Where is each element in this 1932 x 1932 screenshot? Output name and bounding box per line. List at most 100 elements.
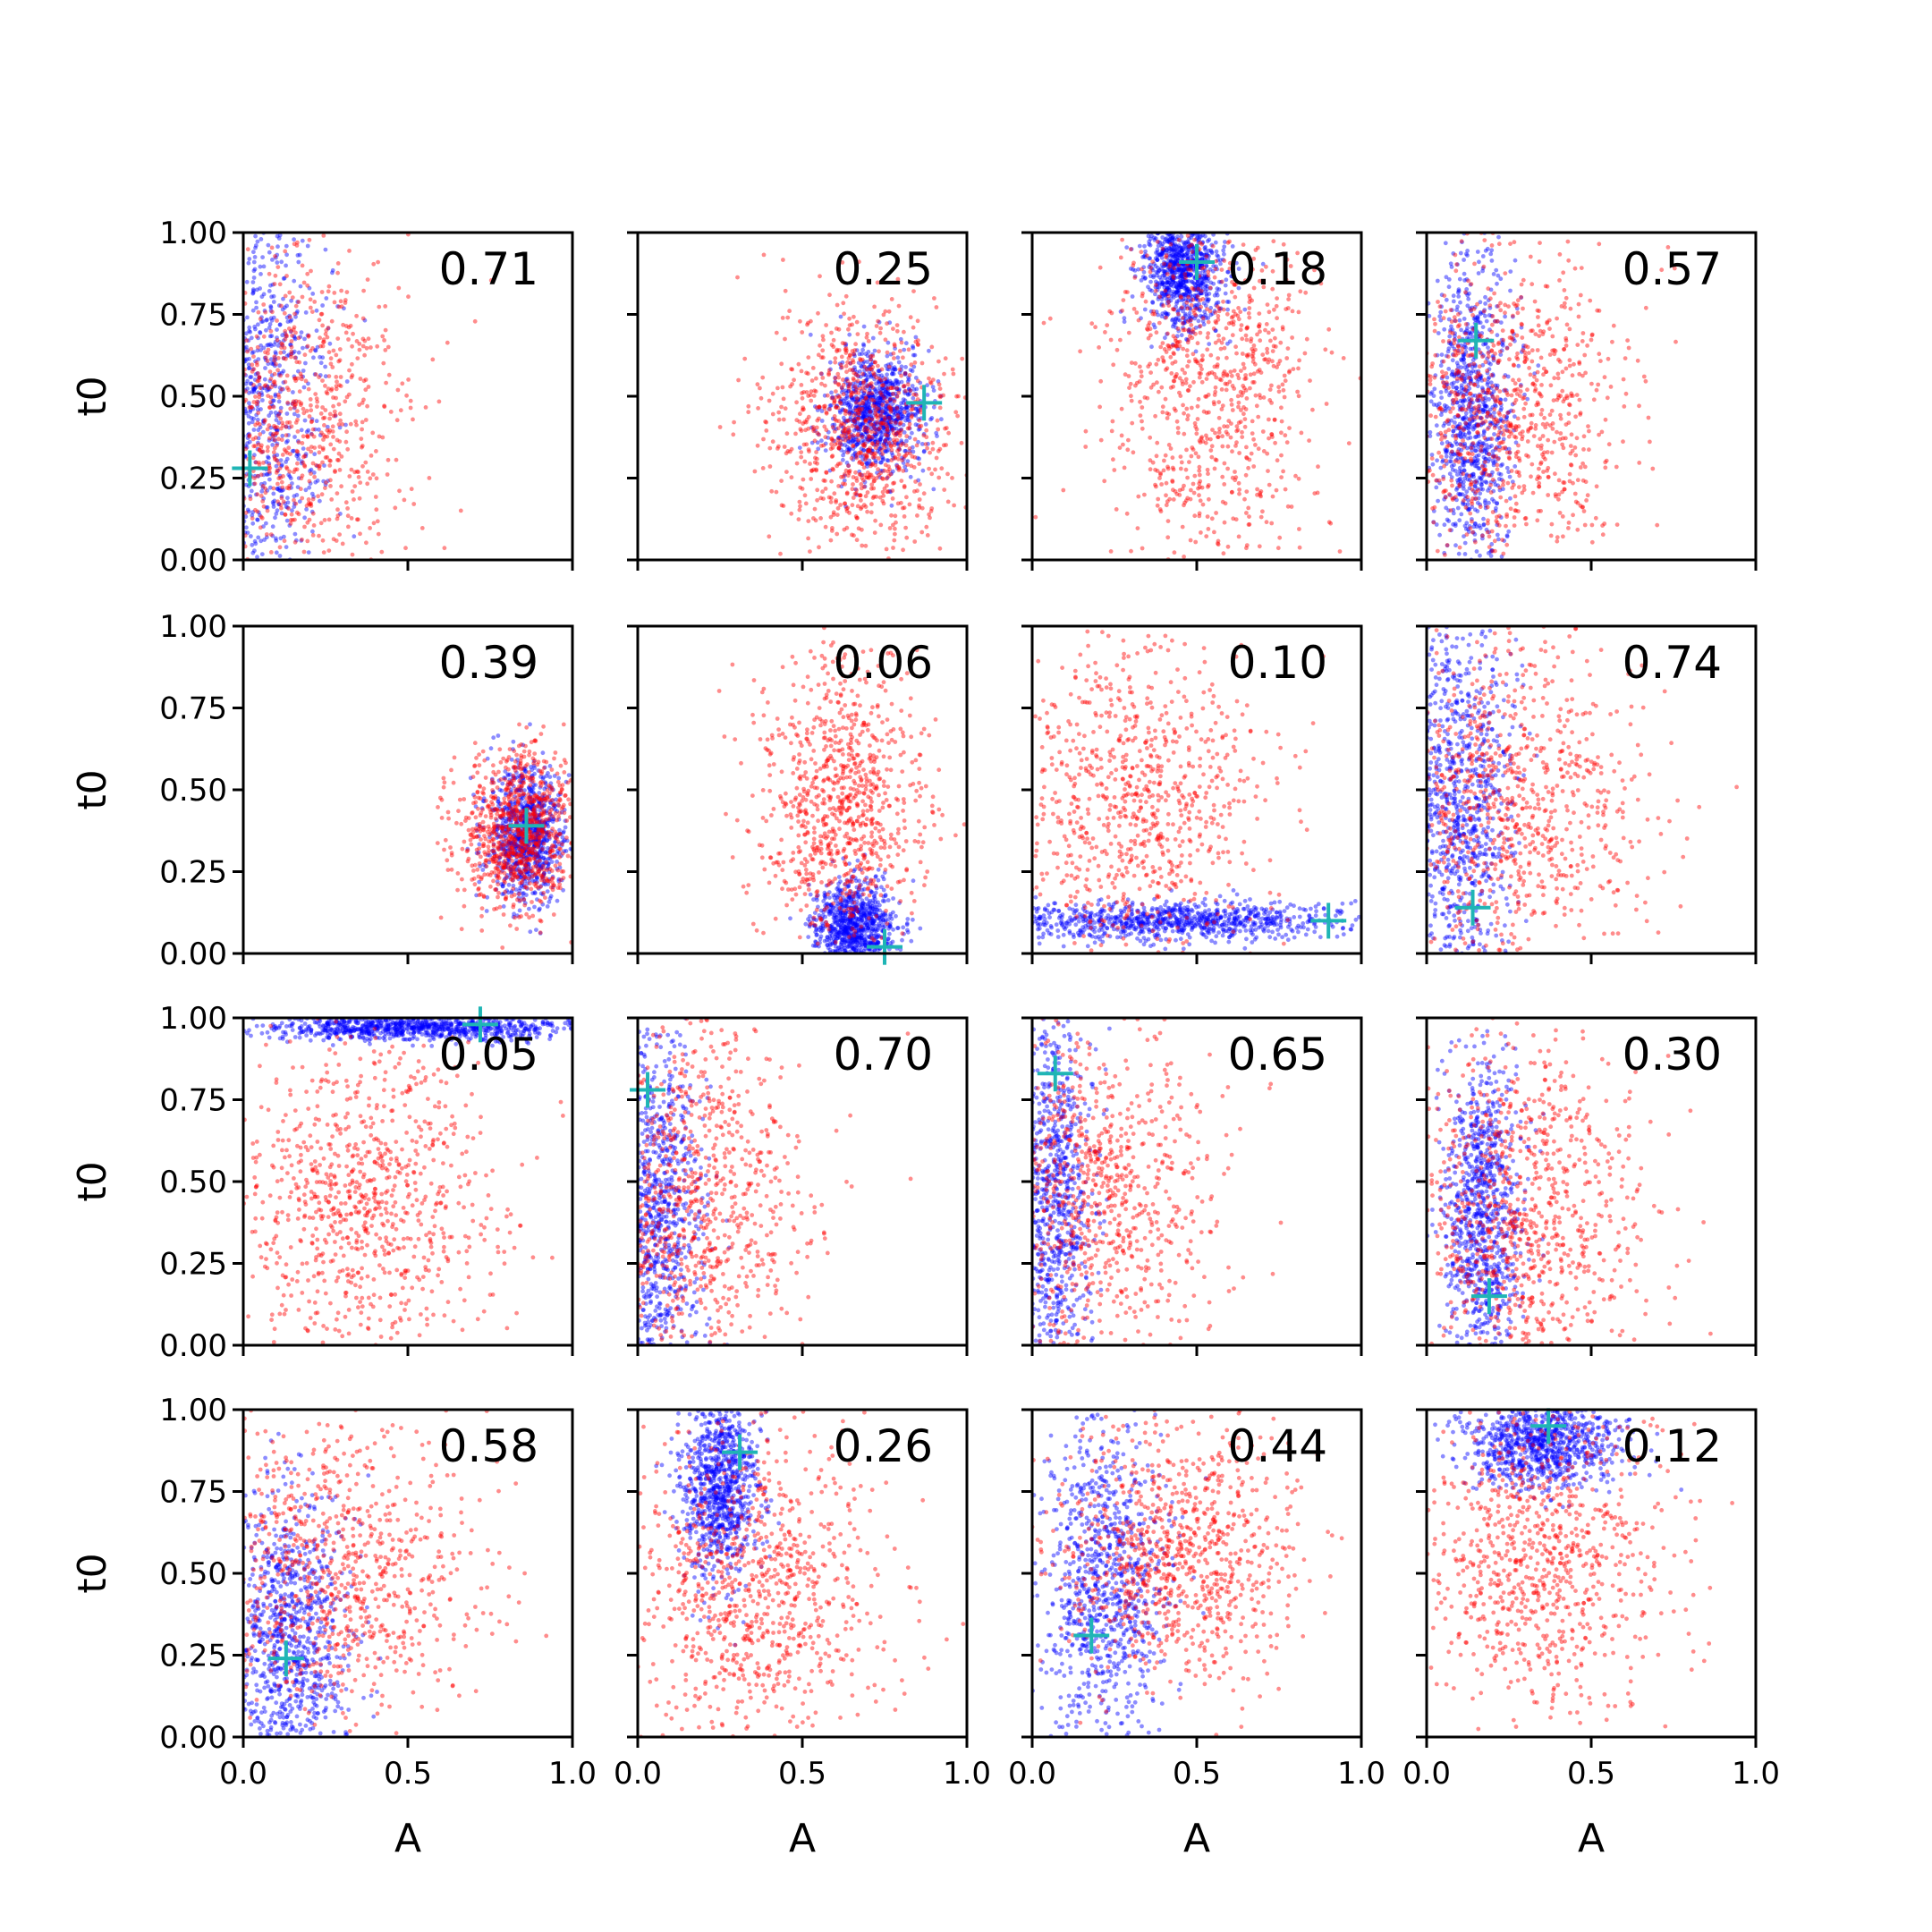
red-point xyxy=(1260,352,1266,357)
red-point xyxy=(871,479,877,484)
red-point xyxy=(817,432,822,437)
red-point xyxy=(878,413,884,418)
red-point xyxy=(255,399,259,404)
red-point xyxy=(1175,430,1181,436)
blue-point xyxy=(1490,458,1496,463)
red-point xyxy=(811,467,816,472)
red-point xyxy=(335,261,341,266)
blue-point xyxy=(260,398,265,402)
red-point xyxy=(1175,426,1181,430)
red-point xyxy=(278,475,284,480)
red-point xyxy=(1242,278,1248,283)
blue-point xyxy=(1179,306,1184,311)
blue-point xyxy=(877,437,881,443)
red-point xyxy=(338,384,343,388)
red-point xyxy=(1184,300,1190,305)
blue-point xyxy=(857,352,862,357)
blue-point xyxy=(253,359,258,364)
blue-point xyxy=(1475,373,1480,377)
red-point xyxy=(275,413,281,419)
blue-point xyxy=(877,369,882,373)
blue-point xyxy=(264,471,269,477)
blue-point xyxy=(1171,284,1176,289)
red-point xyxy=(858,472,863,477)
red-point xyxy=(868,472,872,478)
blue-point xyxy=(1173,281,1177,285)
red-point xyxy=(826,372,831,377)
red-point xyxy=(804,417,809,422)
blue-point xyxy=(863,402,869,407)
blue-point xyxy=(1166,288,1172,293)
blue-point xyxy=(892,365,897,370)
red-point xyxy=(366,336,371,342)
blue-point xyxy=(905,408,910,412)
blue-point xyxy=(250,291,256,296)
red-point xyxy=(808,462,812,466)
blue-point xyxy=(1504,414,1509,419)
red-point xyxy=(1216,435,1221,439)
red-point xyxy=(339,484,343,489)
blue-point xyxy=(1223,283,1228,288)
red-point xyxy=(775,386,780,391)
blue-point xyxy=(258,272,263,276)
red-point xyxy=(1158,509,1164,514)
red-point xyxy=(1153,288,1158,293)
blue-point xyxy=(1182,286,1187,291)
red-point xyxy=(847,323,852,327)
red-point xyxy=(323,384,327,388)
red-point xyxy=(1198,440,1203,445)
blue-point xyxy=(866,439,870,444)
blue-point xyxy=(877,381,882,386)
blue-point xyxy=(275,487,280,491)
blue-point xyxy=(1460,408,1465,412)
red-point xyxy=(1110,419,1115,424)
red-point xyxy=(1249,339,1253,344)
blue-point xyxy=(860,414,866,419)
red-point xyxy=(284,466,290,471)
blue-point xyxy=(887,378,893,384)
red-point xyxy=(1150,460,1156,465)
blue-point xyxy=(1200,268,1206,273)
red-point xyxy=(904,535,910,540)
red-point xyxy=(305,538,310,544)
blue-point xyxy=(885,449,889,453)
red-point xyxy=(813,518,818,523)
blue-point xyxy=(256,335,260,341)
red-point xyxy=(1187,244,1191,249)
blue-point xyxy=(1188,266,1193,271)
red-point xyxy=(892,343,897,349)
blue-point xyxy=(1165,292,1169,297)
red-point xyxy=(873,411,878,416)
blue-point xyxy=(862,371,867,377)
blue-point xyxy=(1470,461,1474,466)
blue-point xyxy=(259,315,264,320)
red-point xyxy=(1185,413,1191,418)
blue-point xyxy=(268,431,273,436)
red-point xyxy=(793,431,798,436)
red-point xyxy=(854,424,859,429)
red-point xyxy=(950,367,955,372)
blue-point xyxy=(288,329,293,335)
blue-point xyxy=(901,461,906,465)
red-point xyxy=(1229,490,1234,495)
red-point xyxy=(801,421,806,426)
red-point xyxy=(895,413,900,418)
blue-point xyxy=(1183,252,1189,257)
blue-point xyxy=(878,411,883,416)
red-point xyxy=(936,427,941,432)
red-point xyxy=(918,407,923,412)
blue-point xyxy=(1199,276,1205,282)
blue-point xyxy=(874,404,879,410)
blue-point xyxy=(1148,287,1152,292)
red-point xyxy=(858,493,863,498)
red-point xyxy=(872,530,877,535)
red-point xyxy=(1166,303,1172,308)
blue-point xyxy=(852,418,857,422)
red-point xyxy=(1172,266,1177,271)
red-point xyxy=(838,422,843,428)
red-point xyxy=(1303,257,1308,261)
red-point xyxy=(1161,468,1166,473)
blue-point xyxy=(1193,293,1199,299)
blue-point xyxy=(1482,500,1487,505)
red-point xyxy=(1191,352,1196,357)
